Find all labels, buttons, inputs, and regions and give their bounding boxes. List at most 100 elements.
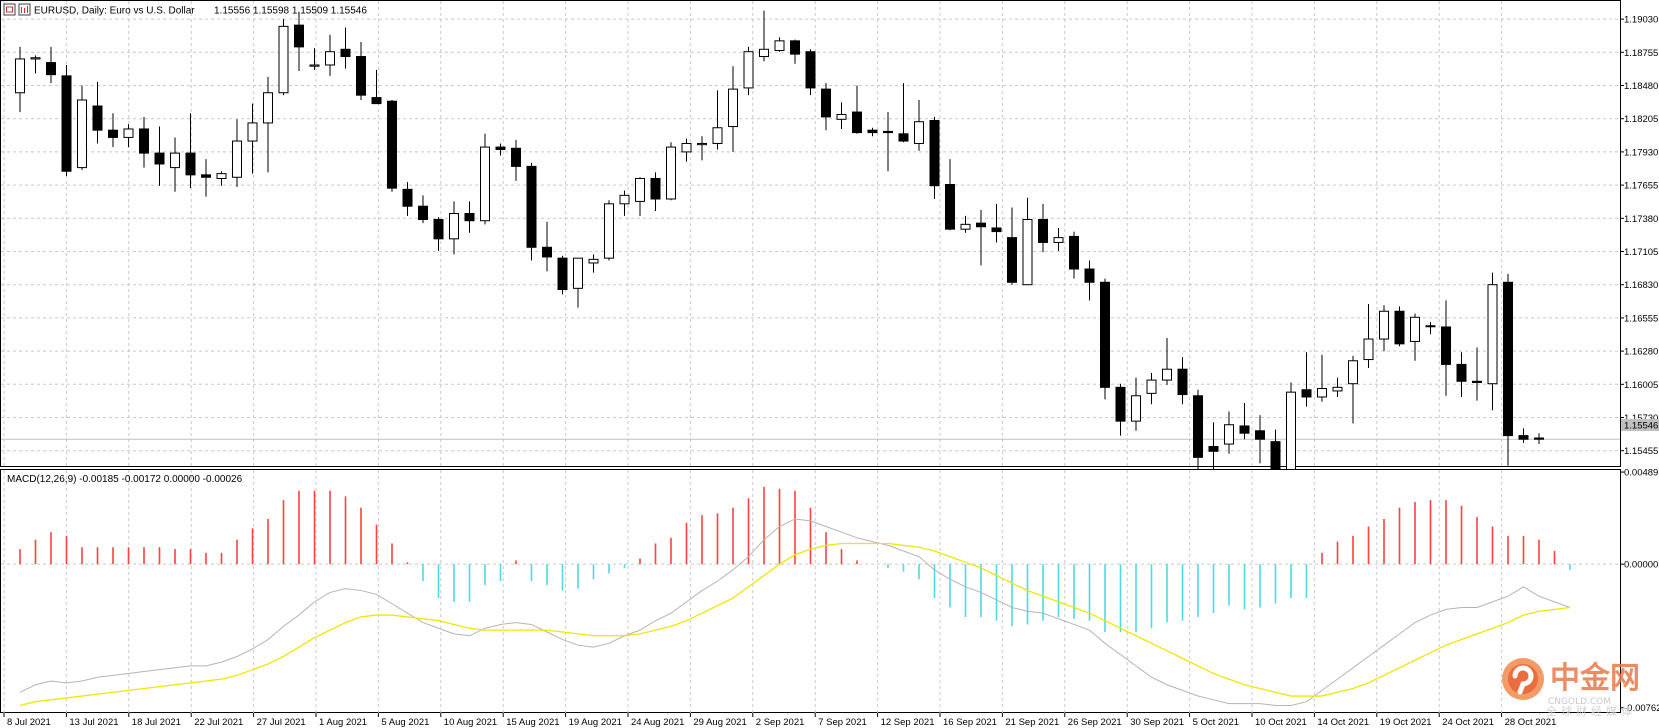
candle-body xyxy=(1007,237,1017,283)
price-tick-label: 1.15455 xyxy=(1624,446,1658,457)
date-label: 19 Aug 2021 xyxy=(569,717,622,728)
candle-body xyxy=(278,25,289,94)
price-tick-label: 1.16280 xyxy=(1624,347,1658,358)
date-label: 16 Sep 2021 xyxy=(943,717,997,728)
candle-body xyxy=(1022,219,1033,286)
candle xyxy=(1332,377,1343,397)
candle-body xyxy=(294,24,304,48)
candle-body xyxy=(1518,435,1529,440)
candle-body xyxy=(681,142,692,153)
ohlc-values: 1.15556 1.15598 1.15509 1.15546 xyxy=(214,6,367,17)
candle-body xyxy=(449,212,459,240)
candle xyxy=(309,48,320,70)
candle-body xyxy=(340,48,351,58)
candle xyxy=(650,172,661,212)
candle xyxy=(1503,273,1513,466)
candle xyxy=(1394,306,1405,347)
chart-window-icon[interactable] xyxy=(18,3,31,16)
candle-body xyxy=(1239,425,1250,434)
candle-body xyxy=(635,177,645,202)
date-label: 13 Jul 2021 xyxy=(69,717,118,728)
candle xyxy=(123,124,134,148)
candle-body xyxy=(371,97,382,105)
candle-body xyxy=(945,184,955,230)
candles-group[interactable] xyxy=(15,10,1544,486)
candle-body xyxy=(402,188,413,207)
candle-body xyxy=(821,88,831,118)
candle-body xyxy=(619,194,630,205)
date-label: 19 Oct 2021 xyxy=(1380,717,1432,728)
candle xyxy=(1317,354,1327,402)
candle-body xyxy=(852,111,862,134)
macd-signal-line xyxy=(19,542,1571,707)
candle-body xyxy=(1193,395,1203,458)
main-panel[interactable] xyxy=(0,0,1621,486)
candle xyxy=(1053,227,1064,251)
candle xyxy=(914,99,924,151)
candle-body xyxy=(557,257,568,291)
chart-type-icon[interactable] xyxy=(3,3,16,16)
macd-tick-label: 0.00489 xyxy=(1624,468,1658,479)
candle-body xyxy=(1084,268,1095,283)
price-tick-label: 1.18755 xyxy=(1624,48,1658,59)
candle-body xyxy=(464,212,475,222)
date-label: 8 Jul 2021 xyxy=(7,717,51,728)
candle-body xyxy=(108,129,118,138)
candle xyxy=(480,133,490,225)
candle-body xyxy=(356,56,366,96)
price-tick-label: 1.17380 xyxy=(1624,214,1658,225)
candle-body xyxy=(1224,424,1234,445)
candle xyxy=(883,112,893,172)
candle-body xyxy=(991,227,1002,233)
candle xyxy=(619,190,630,216)
candle-body xyxy=(232,140,242,178)
macd-indicator-label: MACD(12,26,9) -0.00185 -0.00172 0.00000 … xyxy=(7,474,243,485)
candle-body xyxy=(712,127,723,144)
date-label: 5 Oct 2021 xyxy=(1193,717,1239,728)
candle xyxy=(232,119,242,187)
candle xyxy=(1441,300,1451,396)
price-tick-label: 1.18205 xyxy=(1624,114,1658,125)
candle-body xyxy=(263,92,273,124)
candle-body xyxy=(573,257,583,289)
candle-body xyxy=(1301,389,1312,398)
candle-body xyxy=(495,146,506,150)
date-label: 2 Sep 2021 xyxy=(756,717,805,728)
candle-body xyxy=(1441,326,1451,365)
candle-body xyxy=(61,75,72,172)
candle-body xyxy=(139,128,149,154)
candle-body xyxy=(1286,391,1296,473)
candle-body xyxy=(1379,310,1389,340)
brand-watermark: 中金网 CNGOLD.COM 全球财经媒体 xyxy=(1502,658,1640,718)
candle xyxy=(418,195,428,224)
candle xyxy=(294,11,304,72)
candle-body xyxy=(30,57,41,60)
candle xyxy=(712,90,723,150)
candle xyxy=(77,85,87,171)
date-label: 21 Sep 2021 xyxy=(1005,717,1059,728)
candle xyxy=(1022,197,1033,286)
date-label: 28 Oct 2021 xyxy=(1505,717,1557,728)
price-tick-label: 1.15730 xyxy=(1624,413,1658,424)
candle xyxy=(15,46,25,113)
candle-body xyxy=(774,40,785,51)
date-label: 14 Oct 2021 xyxy=(1317,717,1369,728)
candle xyxy=(960,215,971,233)
candle-body xyxy=(511,147,521,167)
candle-body xyxy=(960,223,971,230)
candle xyxy=(1410,313,1420,361)
candle xyxy=(356,42,366,100)
candle xyxy=(759,10,769,62)
candle xyxy=(30,55,41,74)
candle xyxy=(108,113,118,148)
price-tick-label: 1.17655 xyxy=(1624,181,1658,192)
candle-body xyxy=(1348,360,1358,385)
candle-body xyxy=(1177,368,1188,396)
price-tick-label: 1.17105 xyxy=(1624,247,1658,258)
date-axis: 8 Jul 2021 13 Jul 2021 18 Jul 2021 22 Jul 2… xyxy=(3,713,1557,728)
candle xyxy=(263,77,273,173)
candle-body xyxy=(1410,316,1420,342)
macd-panel[interactable] xyxy=(0,469,1621,714)
